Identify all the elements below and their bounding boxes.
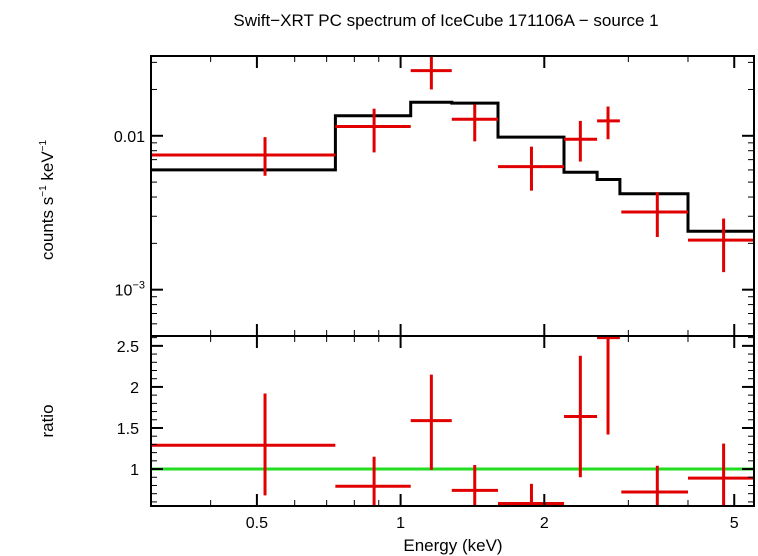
ratio-tick-label: 2: [130, 380, 139, 397]
ratio-x-ticks: [210, 336, 736, 506]
spectrum-point: [621, 192, 688, 237]
ratio-point: [621, 465, 688, 506]
spectrum-data-points: [151, 56, 754, 273]
ratio-frame: [150, 335, 755, 507]
ratio-tick-label: 1.5: [117, 421, 139, 438]
ratio-tick-label: 1: [130, 462, 139, 479]
spectrum-y-axis-label: counts s−1 keV−1: [38, 139, 57, 260]
spectrum-point: [335, 108, 411, 153]
model-step-line: [151, 100, 754, 233]
ratio-point: [597, 336, 620, 435]
spectrum-x-ticks: [210, 56, 736, 336]
x-tick-label: 1: [396, 515, 405, 532]
x-tick-label: 0.5: [246, 515, 268, 532]
spectrum-tick-label: 10−3: [115, 280, 145, 300]
spectrum-y-ticks: 0.01 10−3: [114, 61, 754, 337]
ratio-data-points: [151, 336, 754, 506]
spectrum-point: [597, 106, 620, 140]
x-tick-label: 5: [730, 515, 739, 532]
spectrum-point: [410, 56, 452, 90]
x-axis-label: Energy (keV): [403, 536, 502, 555]
model-curve: [151, 100, 754, 233]
spectrum-point: [451, 104, 499, 142]
x-tick-labels: 0.5 1 2 5: [246, 515, 739, 532]
ratio-point: [498, 483, 565, 506]
ratio-panel: 1 1.5 2 2.5 ratio: [38, 335, 755, 507]
ratio-point: [410, 374, 452, 470]
ratio-point: [451, 464, 499, 506]
spectrum-point: [151, 137, 336, 176]
spectrum-point: [687, 218, 754, 273]
spectrum-point: [564, 120, 598, 162]
spectrum-panel: 0.01 10−3 counts s−1 keV−1: [38, 55, 755, 337]
ratio-y-axis-label: ratio: [38, 404, 57, 437]
ratio-point: [151, 393, 336, 496]
spectrum-frame: [150, 55, 755, 337]
x-tick-label: 2: [540, 515, 549, 532]
ratio-point: [335, 456, 411, 506]
spectrum-tick-label: 0.01: [114, 129, 145, 146]
chart-title: Swift−XRT PC spectrum of IceCube 171106A…: [233, 11, 658, 30]
ratio-point: [687, 443, 754, 506]
ratio-tick-label: 2.5: [117, 339, 139, 356]
ratio-point: [564, 355, 598, 478]
spectrum-point: [498, 146, 565, 191]
